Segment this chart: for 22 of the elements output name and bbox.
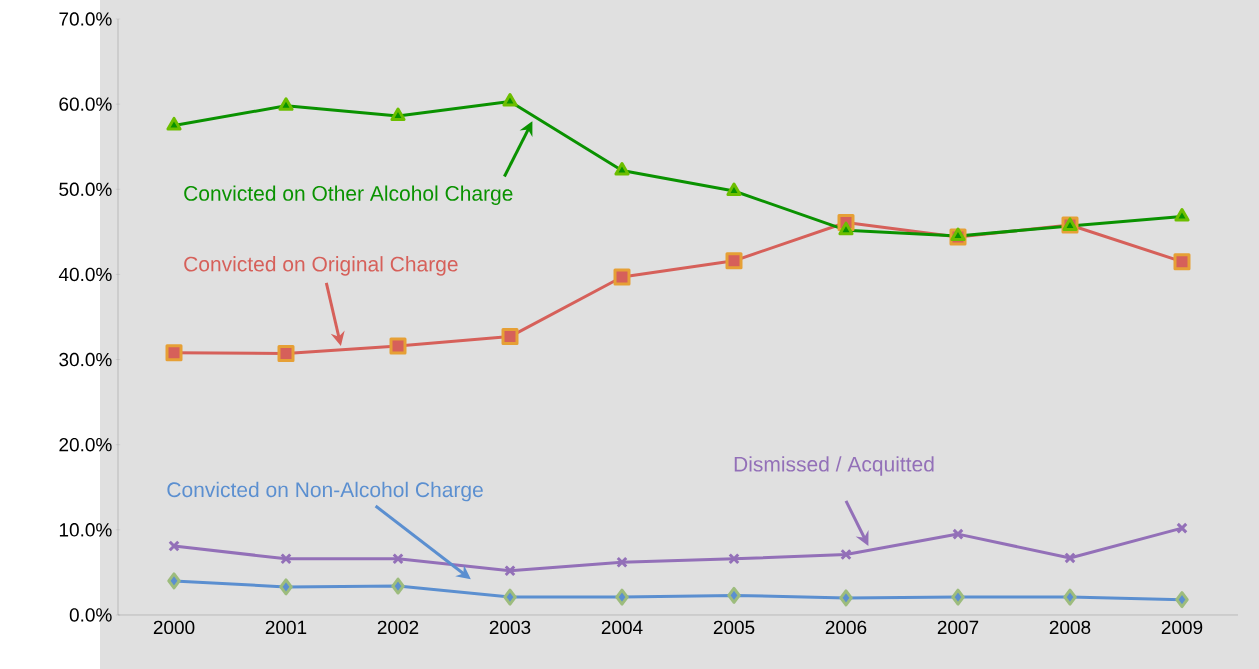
y-tick-label: 10.0% xyxy=(59,523,112,537)
y-tick-label: 30.0% xyxy=(59,352,112,367)
legend-label: Convicted on Other Alcohol Charge xyxy=(184,185,513,206)
x-tick-label: 2001 xyxy=(265,620,307,635)
x-tick-label: 2005 xyxy=(713,620,755,635)
x-tick-label: 2007 xyxy=(937,620,979,635)
x-tick-label: 2009 xyxy=(1161,620,1203,635)
y-tick-label: 50.0% xyxy=(59,182,112,197)
x-tick-label: 2002 xyxy=(377,620,419,635)
y-tick-label: 40.0% xyxy=(58,267,112,282)
x-tick-label: 2008 xyxy=(1049,620,1091,635)
x-tick-label: 2000 xyxy=(153,620,195,635)
x-tick-label: 2003 xyxy=(489,620,531,635)
text: Convicted on Original Charge xyxy=(184,256,458,276)
y-tick-label: 60.0% xyxy=(59,97,112,111)
y-tick-label: 70.0% xyxy=(59,12,112,26)
x-tick-label: 2006 xyxy=(825,620,867,635)
x-tick-label: 2004 xyxy=(601,620,643,635)
text: Convicted on Non-Alcohol Charge xyxy=(167,481,483,502)
text: Dismissed / Acquitted xyxy=(734,456,934,476)
y-tick-label: 0.0% xyxy=(69,608,112,622)
y-tick-label: 20.0% xyxy=(59,437,112,452)
